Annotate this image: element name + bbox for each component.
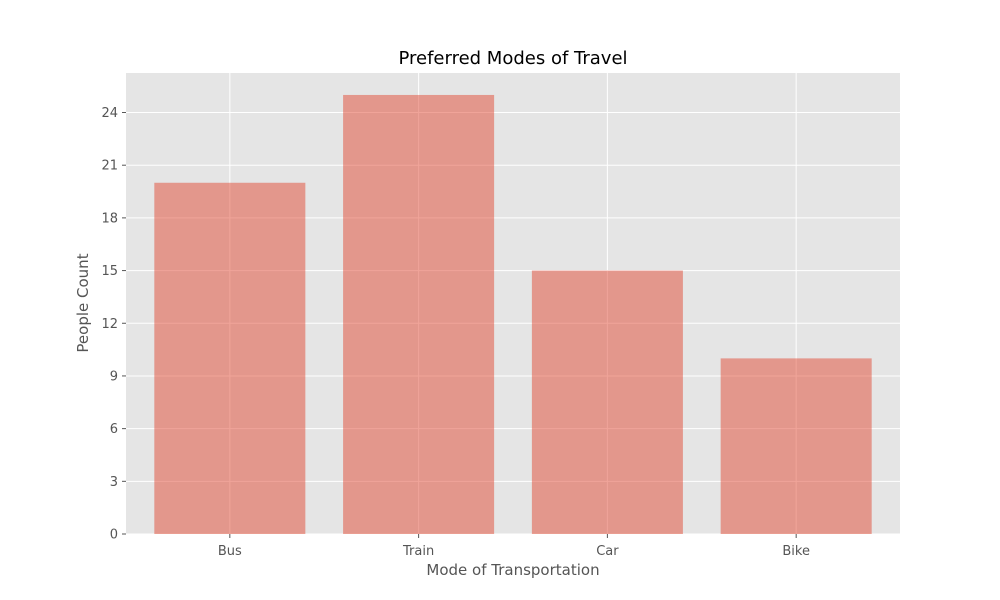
y-tick-label: 21 [101, 159, 118, 174]
y-tick-label: 3 [110, 475, 118, 490]
x-tick-label: Train [402, 544, 434, 559]
y-tick-label: 9 [110, 369, 118, 384]
y-tick-label: 24 [101, 106, 118, 121]
bar-car [531, 270, 683, 534]
y-tick-label: 18 [101, 211, 118, 226]
bar-train [343, 94, 495, 534]
bars [154, 94, 872, 534]
x-tick-label: Car [596, 544, 619, 559]
y-tick-label: 6 [110, 422, 118, 437]
x-tick-label: Bike [782, 544, 810, 559]
bar-bike [720, 358, 872, 534]
chart-title: Preferred Modes of Travel [398, 48, 627, 69]
y-tick-label: 0 [110, 528, 118, 543]
x-tick-label: Bus [218, 544, 242, 559]
y-tick-label: 15 [101, 264, 118, 279]
y-tick-label: 12 [101, 317, 118, 332]
bar-bus [154, 182, 306, 534]
x-axis: Bus Train Car Bike [218, 534, 810, 559]
x-axis-label: Mode of Transportation [426, 561, 599, 579]
y-axis: 0 3 6 9 12 15 18 21 24 [101, 106, 126, 543]
y-axis-label: People Count [74, 253, 92, 352]
